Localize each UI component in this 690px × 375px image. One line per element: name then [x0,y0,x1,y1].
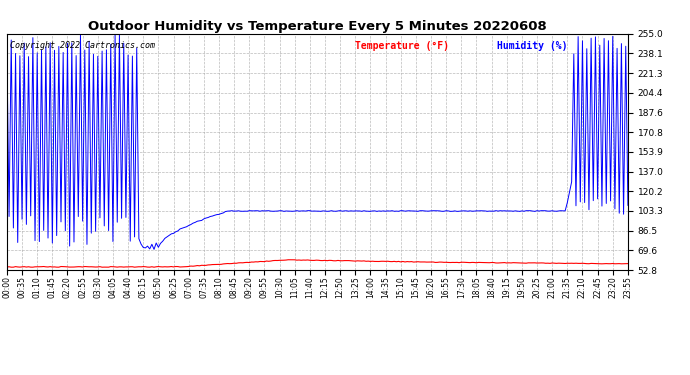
Text: Humidity (%): Humidity (%) [497,41,568,51]
Text: Copyright 2022 Cartronics.com: Copyright 2022 Cartronics.com [10,41,155,50]
Title: Outdoor Humidity vs Temperature Every 5 Minutes 20220608: Outdoor Humidity vs Temperature Every 5 … [88,20,546,33]
Text: Temperature (°F): Temperature (°F) [355,41,448,51]
